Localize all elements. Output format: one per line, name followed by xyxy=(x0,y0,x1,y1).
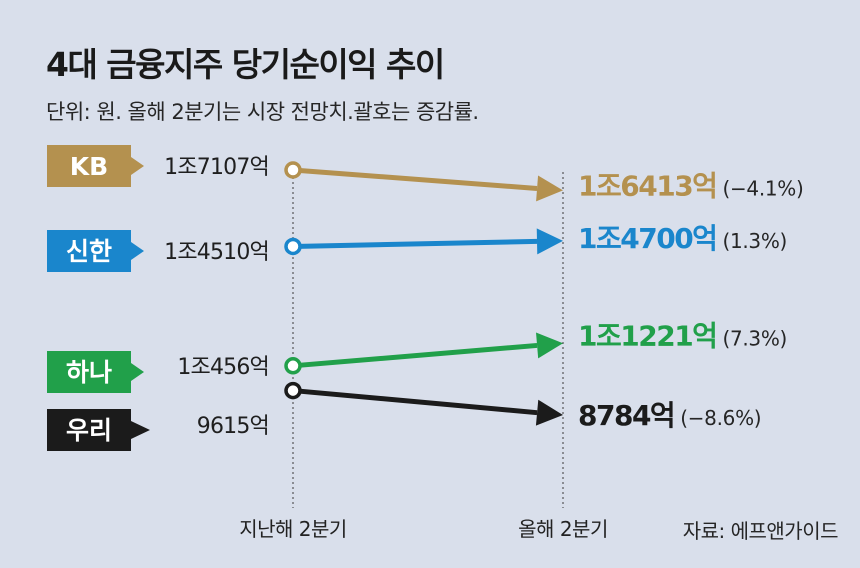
chart-subtitle: 단위: 원. 올해 2분기는 시장 전망치.괄호는 증감률. xyxy=(46,100,479,124)
start-value-label: 1조7107억 xyxy=(164,155,269,180)
series-start-marker xyxy=(284,357,302,375)
x-tick-label: 올해 2분기 xyxy=(518,517,608,541)
series-start-marker xyxy=(284,237,302,256)
end-value-label: 1조1221억 xyxy=(578,319,716,352)
series-name-label: 우리 xyxy=(66,416,112,445)
series-name-label: 하나 xyxy=(66,358,112,387)
start-value-label: 1조456억 xyxy=(177,355,269,380)
change-rate-label: (−8.6%) xyxy=(680,406,761,430)
change-rate-label: (1.3%) xyxy=(722,229,787,253)
series-line xyxy=(292,388,538,416)
series-arrowhead xyxy=(536,228,563,255)
end-value-label: 8784억 xyxy=(578,399,674,432)
change-rate-label: (−4.1%) xyxy=(722,176,803,200)
end-value-label: 1조6413억 xyxy=(578,169,716,202)
series-tag xyxy=(47,351,144,393)
series-line xyxy=(292,238,538,249)
x-tick-label: 지난해 2분기 xyxy=(239,517,347,541)
series-line xyxy=(292,167,538,191)
start-value-label: 9615억 xyxy=(197,414,269,439)
series-start-marker xyxy=(284,161,302,179)
source-note: 자료: 에프앤가이드 xyxy=(682,519,839,543)
series-arrowhead xyxy=(535,399,563,426)
start-value-label: 1조4510억 xyxy=(164,240,269,265)
end-value-label: 1조4700억 xyxy=(578,222,716,255)
series-name-label: 신한 xyxy=(66,237,112,266)
series-tag xyxy=(47,145,144,187)
series-tag xyxy=(47,409,150,451)
change-rate-label: (7.3%) xyxy=(722,326,787,350)
series-arrowhead xyxy=(536,175,563,202)
series-tag xyxy=(47,230,144,272)
series-start-marker xyxy=(284,381,302,400)
chart-title: 4대 금융지주 당기순이익 추이 xyxy=(46,45,445,84)
series-arrowhead xyxy=(536,332,563,359)
series-name-label: KB xyxy=(70,152,108,181)
series-line xyxy=(292,342,538,369)
